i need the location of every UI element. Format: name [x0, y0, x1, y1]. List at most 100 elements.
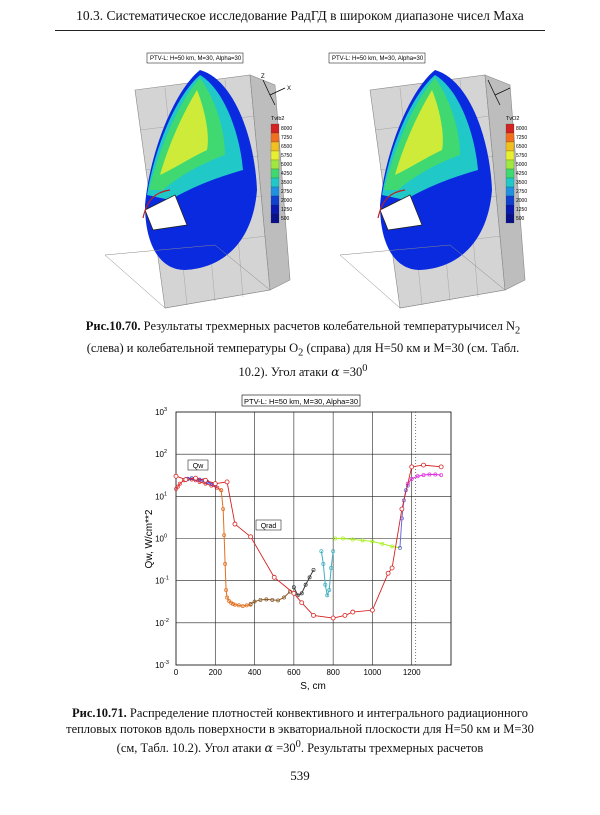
- data-point-qrad: [389, 565, 395, 571]
- data-point-qrad: [438, 464, 444, 470]
- data-point-qrad: [232, 521, 238, 527]
- annotation-qrad: Qrad: [261, 523, 277, 530]
- legend-swatch: [505, 141, 515, 152]
- panel-title-right: PTV-L: H=50 km, M=30, Alpha=30: [332, 56, 424, 62]
- legend-label: 1250: [281, 207, 292, 213]
- axis-triad-icon: [262, 79, 286, 106]
- data-point-qw: [291, 585, 296, 590]
- chart-title-box: [241, 394, 361, 407]
- data-point-qw: [380, 541, 385, 546]
- temperature-field-peak: [160, 90, 208, 175]
- data-point-qrad: [203, 477, 208, 483]
- legend-label: 4250: [516, 171, 527, 177]
- x-tick-label: 0: [174, 668, 179, 677]
- legend-label: 500: [516, 216, 525, 222]
- data-point-qw: [370, 539, 375, 544]
- y-tick-label: 10: [155, 619, 164, 628]
- legend-swatch: [270, 159, 280, 170]
- data-point-qw: [321, 561, 326, 566]
- header-rule: [55, 30, 545, 31]
- data-point-qw: [225, 595, 230, 600]
- legend-label: 5000: [516, 162, 527, 168]
- legend-label: 5000: [281, 162, 292, 168]
- data-point-qrad: [370, 607, 375, 613]
- data-point-qw: [350, 537, 355, 542]
- panel-3d-left: PTV-L: H=50 km, M=30, Alpha=30 Z X Tvib2…: [104, 52, 292, 309]
- annotation-qw: Qw: [193, 463, 204, 470]
- legend-label: 6500: [281, 144, 292, 150]
- shock-line: [142, 189, 171, 219]
- data-point-qw: [307, 575, 312, 580]
- legend-title: Tvib2: [271, 116, 284, 122]
- data-point-qrad: [291, 590, 297, 596]
- data-point-qw: [223, 561, 228, 566]
- legend-label: 8000: [281, 126, 292, 132]
- data-point-qrad: [399, 506, 405, 512]
- data-point-qrad: [183, 477, 189, 482]
- panel-title-left: PTV-L: H=50 km, M=30, Alpha=30: [150, 56, 242, 62]
- caption-text: Результаты трехмерных расчетов колебател…: [140, 319, 516, 333]
- data-point-qw: [397, 545, 402, 550]
- legend-label: 2000: [516, 198, 527, 204]
- data-point-qrad: [224, 479, 230, 485]
- data-point-qrad: [299, 600, 305, 606]
- alpha-symbol: α: [264, 740, 273, 756]
- data-point-qw: [325, 593, 330, 598]
- legend-swatch: [505, 132, 515, 143]
- legend-swatch: [505, 150, 515, 161]
- data-point-qw: [439, 473, 444, 477]
- data-point-qw: [360, 538, 365, 543]
- data-point-qw: [303, 582, 308, 587]
- data-point-qw: [236, 603, 241, 608]
- floor: [339, 244, 506, 309]
- legend-label: 2750: [281, 189, 292, 195]
- data-point-qrad: [409, 464, 415, 470]
- data-point-qw: [276, 598, 281, 603]
- y-tick-exponent: 0: [164, 534, 167, 540]
- legend-swatch: [505, 204, 515, 215]
- data-point-qrad: [330, 615, 336, 621]
- vehicle-body: [144, 194, 188, 231]
- side-wall: [484, 74, 526, 291]
- legend-label: 5750: [281, 153, 292, 159]
- data-point-qw: [311, 567, 316, 572]
- figure-3d-left: PTV-L: H=50 km, M=30, Alpha=30 Z X Tvib2…: [104, 52, 292, 309]
- grid: [176, 412, 451, 665]
- legend-label: 2750: [516, 189, 527, 195]
- x-tick-label: 600: [287, 668, 301, 677]
- series-line-qw: [175, 478, 222, 491]
- data-point-qrad: [212, 481, 218, 487]
- caption-sup: 0: [362, 363, 368, 374]
- legend-label: 6500: [516, 144, 527, 150]
- data-point-qw: [282, 595, 286, 600]
- legend-label: 3500: [516, 180, 527, 186]
- legend-swatch: [270, 195, 280, 206]
- series-line-qw: [407, 473, 442, 484]
- data-point-qrad: [311, 613, 316, 618]
- x-tick-label: 200: [209, 668, 223, 677]
- legend-swatch: [505, 195, 515, 206]
- legend-label: 1250: [516, 207, 527, 213]
- x-tick-label: 1200: [403, 668, 421, 677]
- legend-swatches: [270, 123, 280, 224]
- caption-sub: 2: [515, 325, 521, 337]
- data-point-qw: [252, 599, 257, 604]
- legend-label: 2000: [281, 198, 292, 204]
- y-tick-label: 10: [155, 577, 164, 586]
- chart-title: PTV-L: H=50 km, M=30, Alpha=30: [244, 397, 358, 406]
- data-point-qw: [240, 604, 245, 609]
- y-tick-exponent: 3: [164, 407, 167, 413]
- legend-title: TvO2: [506, 116, 519, 122]
- series-line-qw: [320, 551, 334, 598]
- caption-text: =30: [339, 365, 363, 380]
- legend-label: 500: [281, 216, 290, 222]
- data-point-qw: [219, 488, 224, 493]
- panel-3d-right: PTV-L: H=50 km, M=30, Alpha=30 TvO2 8000…: [328, 52, 527, 309]
- data-point-qw: [222, 533, 227, 538]
- data-point-qrad: [421, 462, 426, 468]
- heat-flux-chart: PTV-L: H=50 km, M=30, Alpha=30 0 200 400 60…: [144, 394, 452, 692]
- data-point-qw: [319, 549, 324, 554]
- figure-3d-right: PTV-L: H=50 km, M=30, Alpha=30 TvO2 8000…: [328, 52, 527, 309]
- data-point-qw: [224, 588, 229, 592]
